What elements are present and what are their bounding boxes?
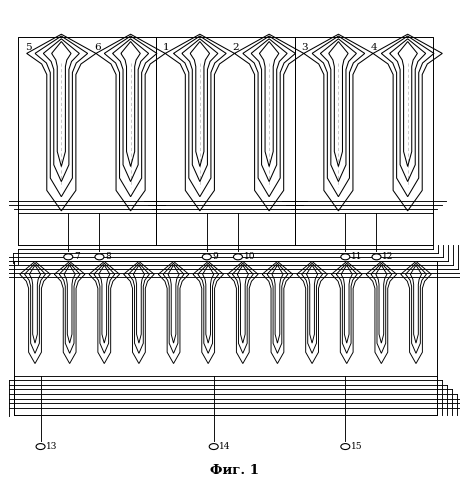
Circle shape bbox=[209, 444, 218, 450]
Text: 13: 13 bbox=[46, 442, 58, 451]
Circle shape bbox=[341, 254, 350, 260]
Text: Фиг. 1: Фиг. 1 bbox=[210, 464, 259, 477]
Text: 3: 3 bbox=[302, 43, 308, 52]
Text: 15: 15 bbox=[351, 442, 363, 451]
Circle shape bbox=[36, 444, 45, 450]
Text: 6: 6 bbox=[94, 43, 100, 52]
Circle shape bbox=[64, 254, 73, 260]
Text: 5: 5 bbox=[24, 43, 31, 52]
Text: 14: 14 bbox=[219, 442, 231, 451]
Circle shape bbox=[372, 254, 381, 260]
Text: 10: 10 bbox=[243, 252, 255, 261]
Circle shape bbox=[341, 444, 350, 450]
Circle shape bbox=[234, 254, 242, 260]
Text: 4: 4 bbox=[371, 43, 378, 52]
Text: 8: 8 bbox=[105, 252, 111, 261]
Text: 9: 9 bbox=[212, 252, 218, 261]
Circle shape bbox=[202, 254, 212, 260]
Text: 12: 12 bbox=[382, 252, 393, 261]
Text: 2: 2 bbox=[233, 43, 239, 52]
Circle shape bbox=[95, 254, 104, 260]
Text: 1: 1 bbox=[163, 43, 170, 52]
Text: 7: 7 bbox=[74, 252, 80, 261]
Text: 11: 11 bbox=[351, 252, 363, 261]
